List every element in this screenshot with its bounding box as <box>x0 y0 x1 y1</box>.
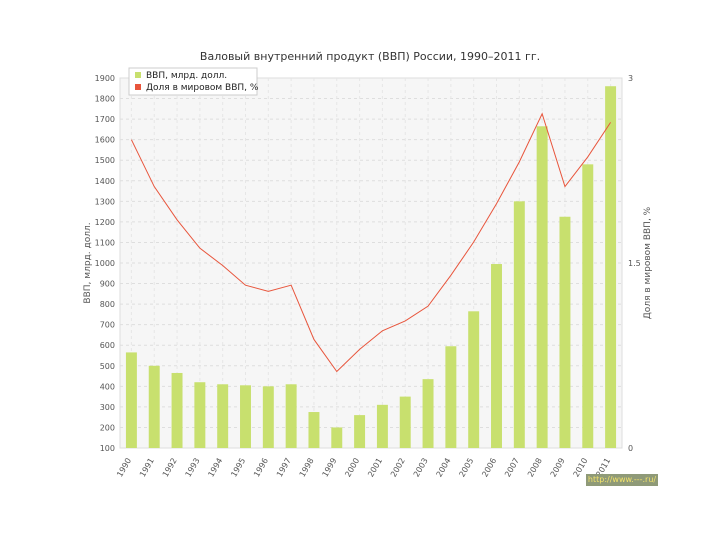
bar-1990 <box>125 352 137 448</box>
x-tick-label: 1992 <box>161 457 179 479</box>
bar-2011 <box>605 86 617 448</box>
left-tick-label: 1200 <box>95 218 115 227</box>
bar-1997 <box>285 384 297 448</box>
left-tick-label: 600 <box>100 341 115 350</box>
bar-series <box>125 86 617 449</box>
bar-1991 <box>148 365 160 448</box>
legend-label-gdp: ВВП, млрд. долл. <box>146 71 227 81</box>
bar-2003 <box>422 379 434 448</box>
bar-1998 <box>308 412 320 448</box>
watermark-link[interactable]: http://www.---.ru/ <box>586 474 658 486</box>
legend: ВВП, млрд. долл. Доля в мировом ВВП, % <box>128 67 259 96</box>
bar-2001 <box>376 404 388 448</box>
legend-swatch-gdp <box>135 72 141 78</box>
bar-2007 <box>513 201 525 448</box>
x-tick-label: 2005 <box>457 457 475 479</box>
left-tick-label: 1300 <box>95 197 115 206</box>
bar-2004 <box>445 346 457 448</box>
left-tick-label: 1000 <box>95 259 115 268</box>
left-tick-label: 500 <box>100 362 115 371</box>
left-tick-label: 1400 <box>95 177 115 186</box>
legend-box <box>128 67 258 96</box>
right-axis-ticks: 01.53 <box>628 74 641 453</box>
left-tick-label: 400 <box>100 382 115 391</box>
left-tick-label: 1900 <box>95 74 115 83</box>
right-tick-label: 1.5 <box>628 259 641 268</box>
x-axis-ticks: 1990 1991 1992 1993 1994 1995 1996 1997 1998 1999… <box>115 457 612 479</box>
left-tick-label: 1800 <box>95 95 115 104</box>
x-tick-label: 2004 <box>435 457 453 479</box>
x-tick-label: 1997 <box>275 457 293 479</box>
bar-1996 <box>262 386 274 448</box>
x-tick-label: 2001 <box>366 457 384 479</box>
share-line <box>130 112 612 373</box>
left-axis-ticks: 100 200 300 400 500 600 700 800 900 1000 1100 1200 1… <box>95 74 115 453</box>
x-tick-label: 2009 <box>549 457 567 479</box>
right-tick-label: 3 <box>628 74 633 83</box>
left-tick-label: 1700 <box>95 115 115 124</box>
left-axis-label: ВВП, млрд. долл. <box>83 222 93 303</box>
bar-1994 <box>217 384 229 448</box>
right-axis-label: Доля в мировом ВВП, % <box>643 206 653 319</box>
x-tick-label: 1999 <box>321 457 339 479</box>
right-tick-label: 0 <box>628 444 633 453</box>
bar-2009 <box>559 216 571 448</box>
bar-1999 <box>331 427 343 448</box>
x-tick-label: 2006 <box>480 457 498 479</box>
x-tick-label: 2000 <box>343 457 361 479</box>
left-tick-label: 900 <box>100 280 115 289</box>
chart-title: Валовый внутренний продукт (ВВП) России,… <box>200 50 540 63</box>
bar-2002 <box>399 396 411 448</box>
x-tick-label: 1991 <box>138 457 156 479</box>
x-tick-label: 2007 <box>503 457 521 479</box>
legend-swatch-share <box>135 84 141 90</box>
bar-2005 <box>468 311 480 448</box>
x-tick-label: 1990 <box>115 457 133 479</box>
left-tick-label: 700 <box>100 321 115 330</box>
bar-2008 <box>536 126 548 449</box>
bar-1993 <box>194 382 206 448</box>
bar-2010 <box>582 164 594 449</box>
left-tick-label: 800 <box>100 300 115 309</box>
bar-2000 <box>354 415 366 448</box>
x-tick-label: 2002 <box>389 457 407 479</box>
legend-label-share: Доля в мировом ВВП, % <box>146 83 259 93</box>
x-tick-label: 2003 <box>412 457 430 479</box>
left-tick-label: 1600 <box>95 136 115 145</box>
left-tick-label: 200 <box>100 423 115 432</box>
x-tick-label: 2008 <box>526 457 544 479</box>
x-tick-label: 1995 <box>229 457 247 479</box>
x-tick-label: 1993 <box>184 457 202 479</box>
bar-2006 <box>491 264 502 448</box>
left-tick-label: 300 <box>100 403 115 412</box>
x-tick-label: 1994 <box>206 457 224 479</box>
bar-1992 <box>171 372 183 448</box>
left-tick-label: 1100 <box>95 238 115 247</box>
x-tick-label: 1996 <box>252 457 270 479</box>
bar-1995 <box>240 385 251 448</box>
x-tick-label: 1998 <box>298 457 316 479</box>
left-tick-label: 1500 <box>95 156 115 165</box>
line-series <box>130 112 612 373</box>
left-tick-label: 100 <box>100 444 115 453</box>
